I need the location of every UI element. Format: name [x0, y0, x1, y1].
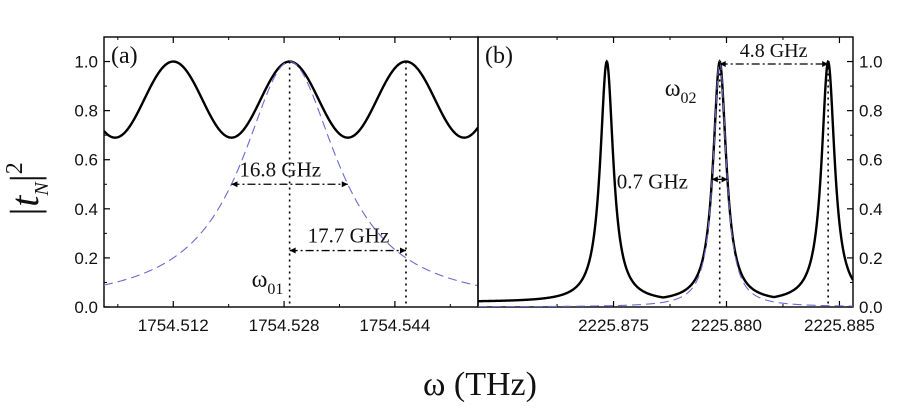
annotation-arrow-left: [719, 61, 726, 67]
y-axis-label: |tN|2: [2, 162, 53, 217]
x-tick-label: 1754.544: [359, 316, 430, 335]
y-tick-label: 1.0: [859, 53, 883, 72]
annotation-label: 16.8 GHz: [239, 157, 321, 181]
y-tick-label: 0.4: [859, 200, 883, 219]
y-tick-label: 1.0: [74, 53, 98, 72]
annotation-label: 17.7 GHz: [308, 224, 390, 248]
y-tick-label: 0.4: [74, 200, 98, 219]
annotation-arrow-left: [231, 181, 238, 188]
marker-label: ω01: [252, 267, 284, 298]
annotation-arrow-right: [721, 176, 728, 183]
y-tick-label: 0.6: [74, 151, 98, 170]
series-transmission: [478, 59, 853, 303]
x-tick-label: 2225.875: [578, 316, 649, 335]
annotation-label: 4.8 GHz: [740, 40, 808, 62]
panel-a: 1754.512 1754.528 1754.544 0.0 0.2 0.4 0.6 0.8 1…: [74, 36, 479, 335]
y-tick-label: 0.2: [859, 249, 883, 268]
y-tick-label: 0.8: [74, 102, 98, 121]
annotation-arrow-right: [341, 181, 348, 188]
y-tick-label: 0.0: [859, 298, 883, 317]
series-lorentzian-fit: [478, 60, 853, 307]
y-tick-label: 0.6: [859, 151, 883, 170]
x-axis-label: ω (THz): [423, 366, 537, 403]
x-tick-label: 1754.528: [249, 316, 320, 335]
marker-label: ω02: [665, 76, 697, 107]
x-tick-label: 2225.880: [691, 316, 762, 335]
y-tick-label: 0.8: [859, 102, 883, 121]
y-tick-label: 0.2: [74, 249, 98, 268]
annotation-arrow-right: [822, 61, 829, 67]
y-tick-label: 0.0: [74, 298, 98, 317]
panel-b-label: (b): [485, 43, 513, 69]
annotation-label: 0.7 GHz: [617, 169, 688, 193]
y-axis-label-sup: 2: [2, 162, 28, 174]
annotation-arrow-left: [289, 247, 296, 254]
panel-b-frame: [477, 36, 854, 308]
x-tick-label: 2225.885: [804, 316, 875, 335]
annotation-arrow-right: [399, 247, 406, 254]
annotation-arrow-left: [711, 176, 718, 183]
y-axis-label-end: |: [2, 174, 47, 182]
series-transmission: [104, 60, 478, 139]
y-axis-label-base: |t: [2, 195, 47, 218]
panel-a-label: (a): [111, 43, 138, 69]
series-lorentzian-fit: [104, 61, 478, 287]
x-tick-label: 1754.512: [138, 316, 209, 335]
y-axis-label-sub: N: [31, 181, 53, 197]
